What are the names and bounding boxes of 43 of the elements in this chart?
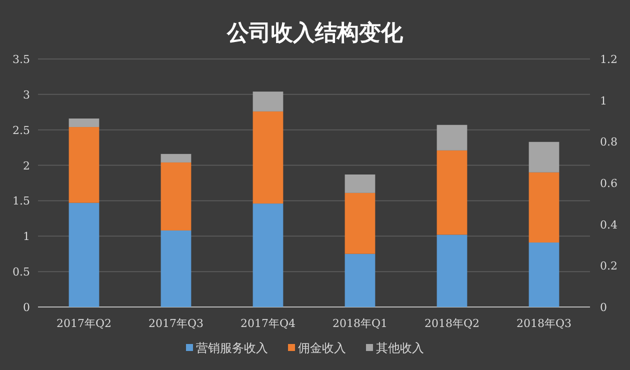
bar (68, 202, 100, 307)
y-tick-label: 0.5 (12, 266, 30, 279)
y2-tick-label: 1 (600, 94, 607, 108)
legend-label: 营销服务收入 (196, 341, 268, 355)
y-tick-label: 3 (23, 88, 30, 102)
x-tick-label: 2018年Q2 (424, 317, 480, 330)
bar (252, 204, 284, 307)
bar (528, 142, 560, 172)
x-tick-label: 2017年Q4 (240, 317, 296, 330)
y-tick-label: 2 (23, 159, 30, 172)
y-tick-label: 0 (23, 301, 30, 314)
y2-tick-label: 0 (600, 301, 607, 314)
y2-tick-label: 0.8 (600, 136, 618, 149)
bar (252, 111, 284, 204)
y-tick-label: 1 (23, 230, 30, 244)
y2-tick-label: 0.6 (600, 177, 618, 190)
bar (344, 192, 376, 254)
legend-label: 其他收入 (376, 341, 424, 355)
bar (68, 118, 100, 128)
bar (160, 162, 192, 230)
y2-tick-label: 0.4 (600, 218, 618, 232)
x-tick-label: 2018年Q3 (516, 317, 572, 330)
legend-label: 佣金收入 (298, 341, 346, 355)
x-tick-label: 2018年Q1 (332, 317, 388, 330)
bar (68, 127, 100, 203)
bar (160, 230, 192, 307)
bar (436, 124, 468, 150)
y2-tick-label: 0.2 (600, 260, 618, 273)
y-tick-label: 1.5 (12, 194, 30, 208)
bar (344, 254, 376, 307)
bar (160, 154, 192, 162)
bar (528, 172, 560, 243)
bar (436, 234, 468, 307)
x-tick-label: 2017年Q2 (56, 317, 112, 330)
bar (528, 242, 560, 307)
chart-title: 公司收入结构变化 (226, 20, 404, 46)
y-tick-label: 2.5 (12, 124, 30, 137)
x-tick-label: 2017年Q3 (148, 317, 204, 330)
y-tick-label: 3.5 (12, 53, 30, 66)
bar (436, 150, 468, 235)
y2-tick-label: 1.2 (600, 53, 618, 66)
bar (252, 92, 284, 112)
bar (344, 174, 376, 193)
